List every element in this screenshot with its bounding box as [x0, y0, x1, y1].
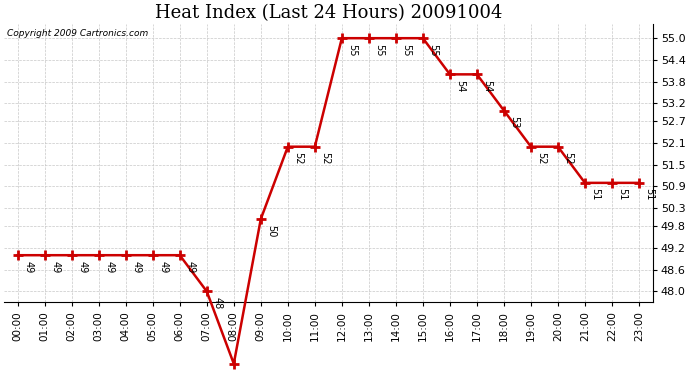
- Text: 52: 52: [537, 152, 546, 165]
- Text: 55: 55: [402, 44, 411, 56]
- Text: 49: 49: [104, 261, 115, 273]
- Text: 52: 52: [293, 152, 304, 165]
- Text: 49: 49: [77, 261, 87, 273]
- Text: Copyright 2009 Cartronics.com: Copyright 2009 Cartronics.com: [8, 29, 148, 38]
- Text: 49: 49: [158, 261, 168, 273]
- Text: 49: 49: [50, 261, 60, 273]
- Text: 55: 55: [347, 44, 357, 56]
- Text: 55: 55: [428, 44, 438, 56]
- Text: 51: 51: [644, 188, 655, 201]
- Text: 53: 53: [509, 116, 520, 129]
- Text: 46: 46: [0, 374, 1, 375]
- Text: 54: 54: [455, 80, 466, 92]
- Text: 52: 52: [320, 152, 331, 165]
- Text: 51: 51: [591, 188, 600, 201]
- Text: 49: 49: [186, 261, 195, 273]
- Text: 51: 51: [618, 188, 627, 201]
- Text: 55: 55: [375, 44, 384, 56]
- Text: 52: 52: [564, 152, 573, 165]
- Text: 54: 54: [482, 80, 493, 92]
- Text: 49: 49: [131, 261, 141, 273]
- Text: 49: 49: [23, 261, 33, 273]
- Text: 48: 48: [213, 297, 222, 309]
- Text: 50: 50: [266, 225, 277, 237]
- Title: Heat Index (Last 24 Hours) 20091004: Heat Index (Last 24 Hours) 20091004: [155, 4, 502, 22]
